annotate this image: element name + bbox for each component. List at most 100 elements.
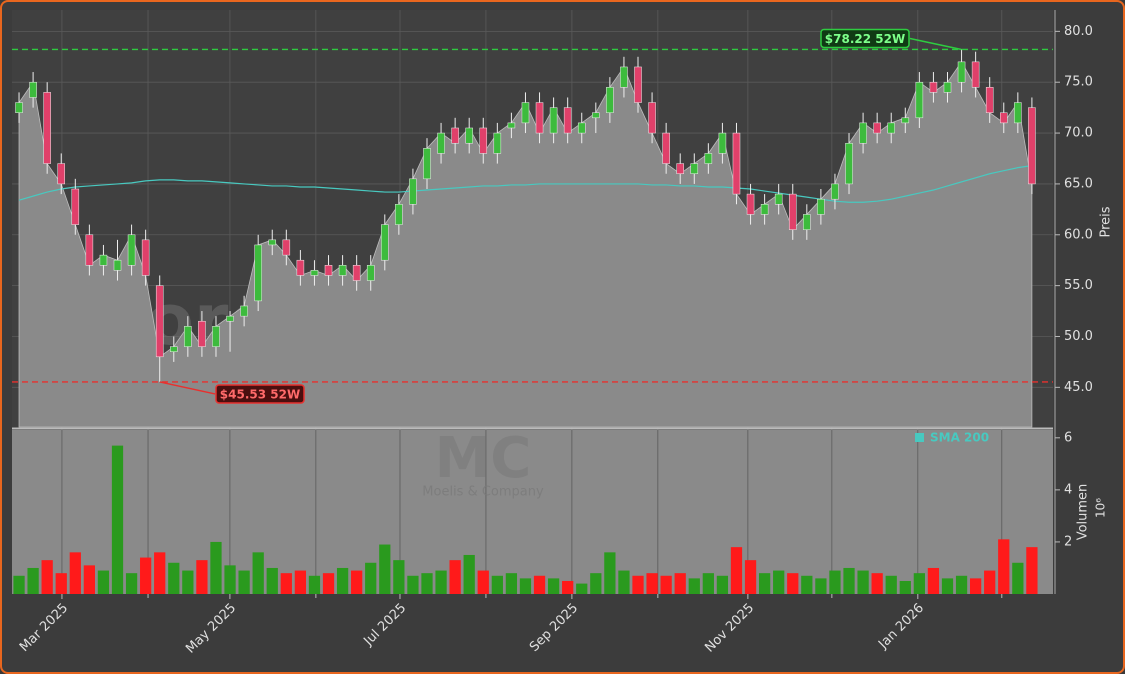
volume-bar xyxy=(182,570,194,594)
volume-bar xyxy=(407,575,419,594)
volume-bar xyxy=(519,578,532,594)
volume-bar xyxy=(13,575,25,594)
y-tick-label: 60.0 xyxy=(1064,227,1093,242)
candle-body xyxy=(99,254,108,266)
volume-unit: 10⁶ xyxy=(1094,498,1108,518)
volume-bar xyxy=(660,575,672,594)
candle-body xyxy=(170,346,178,352)
candle-body xyxy=(268,239,277,246)
volume-bar xyxy=(280,573,292,594)
volume-bar xyxy=(308,575,321,594)
candle-body xyxy=(901,117,910,124)
volume-bar xyxy=(815,578,827,594)
volume-bar xyxy=(393,560,405,594)
annotation-box xyxy=(215,384,305,404)
candle-body xyxy=(760,204,769,215)
annotation-box xyxy=(820,28,910,49)
volume-bar xyxy=(998,539,1010,594)
volume-bar xyxy=(984,570,996,594)
volume-bar xyxy=(336,567,349,594)
volume-bar xyxy=(1012,562,1024,594)
volume-bar xyxy=(435,570,447,594)
candle-body xyxy=(929,81,938,93)
candle-body xyxy=(113,259,122,271)
candle-body xyxy=(338,265,347,276)
volume-bar xyxy=(463,554,475,594)
y-tick-label: 2 xyxy=(1064,534,1072,549)
volume-bar xyxy=(125,573,138,594)
legend-swatch xyxy=(915,433,924,442)
volume-bar xyxy=(83,565,95,594)
candle-body xyxy=(423,148,431,180)
candle-body xyxy=(634,66,642,103)
volume-bar xyxy=(41,560,53,594)
volume-bar xyxy=(702,573,714,594)
x-tick-label: May 2025 xyxy=(183,601,239,657)
candle-body xyxy=(395,204,403,225)
volume-bar xyxy=(505,573,518,594)
y-axis-label: Preis xyxy=(1099,206,1114,237)
candle-body xyxy=(774,193,783,205)
volume-bar xyxy=(787,573,799,594)
candle-body xyxy=(957,61,966,83)
candle-body xyxy=(817,198,825,215)
volume-bar xyxy=(829,570,841,594)
volume-bar xyxy=(941,578,954,594)
volume-bar xyxy=(688,578,700,594)
candle-body xyxy=(437,132,445,154)
candle-body xyxy=(155,285,164,358)
candle-body xyxy=(226,315,234,322)
candle-body xyxy=(15,102,23,113)
volume-bar xyxy=(477,570,489,594)
volume-bar xyxy=(758,573,771,594)
candle-body xyxy=(310,270,319,276)
candle-body xyxy=(915,81,924,119)
volume-bar xyxy=(449,560,461,594)
candle-body xyxy=(324,265,333,276)
volume-bar xyxy=(843,567,855,594)
candle-body xyxy=(803,214,811,230)
candle-body xyxy=(409,178,417,205)
company-watermark: Moelis & Company xyxy=(422,485,544,500)
candle-body xyxy=(212,326,220,347)
volume-bar xyxy=(27,567,39,594)
y-tick-label: 55.0 xyxy=(1064,278,1093,293)
volume-bar xyxy=(533,575,546,594)
candle-body xyxy=(887,122,895,134)
candle-body xyxy=(254,244,262,302)
x-tick-label: Jan 2026 xyxy=(875,601,927,653)
volume-bar xyxy=(716,575,729,594)
sma-line xyxy=(18,165,1032,203)
volume-bar xyxy=(196,560,208,594)
volume-bar xyxy=(562,580,574,594)
y-tick-label: 45.0 xyxy=(1064,380,1093,395)
volume-bar xyxy=(885,575,897,594)
volume-bar xyxy=(168,562,180,594)
volume-axis-label: Volumen xyxy=(1076,484,1091,541)
volume-bar xyxy=(773,570,785,594)
volume-bar xyxy=(913,573,925,594)
candle-body xyxy=(240,305,248,317)
volume-bar xyxy=(632,575,644,594)
candle-body xyxy=(1028,107,1036,185)
candle-body xyxy=(999,112,1008,124)
legend-label: SMA 200 xyxy=(930,431,989,445)
volume-bar xyxy=(604,552,616,594)
candle-body xyxy=(381,224,389,261)
candle-body xyxy=(648,102,656,134)
volume-bar xyxy=(801,575,813,594)
candle-body xyxy=(43,92,51,164)
candle-body xyxy=(732,132,741,195)
candle-body xyxy=(662,132,670,164)
volume-bar xyxy=(224,565,236,594)
volume-bar xyxy=(154,552,166,594)
candle-body xyxy=(282,239,291,256)
volume-bar xyxy=(1026,547,1038,594)
price-area xyxy=(18,61,1033,428)
candle-body xyxy=(198,320,206,347)
candle-body xyxy=(788,193,797,230)
candle-body xyxy=(85,234,94,266)
candle-body xyxy=(71,188,80,225)
volume-bar xyxy=(365,562,377,594)
